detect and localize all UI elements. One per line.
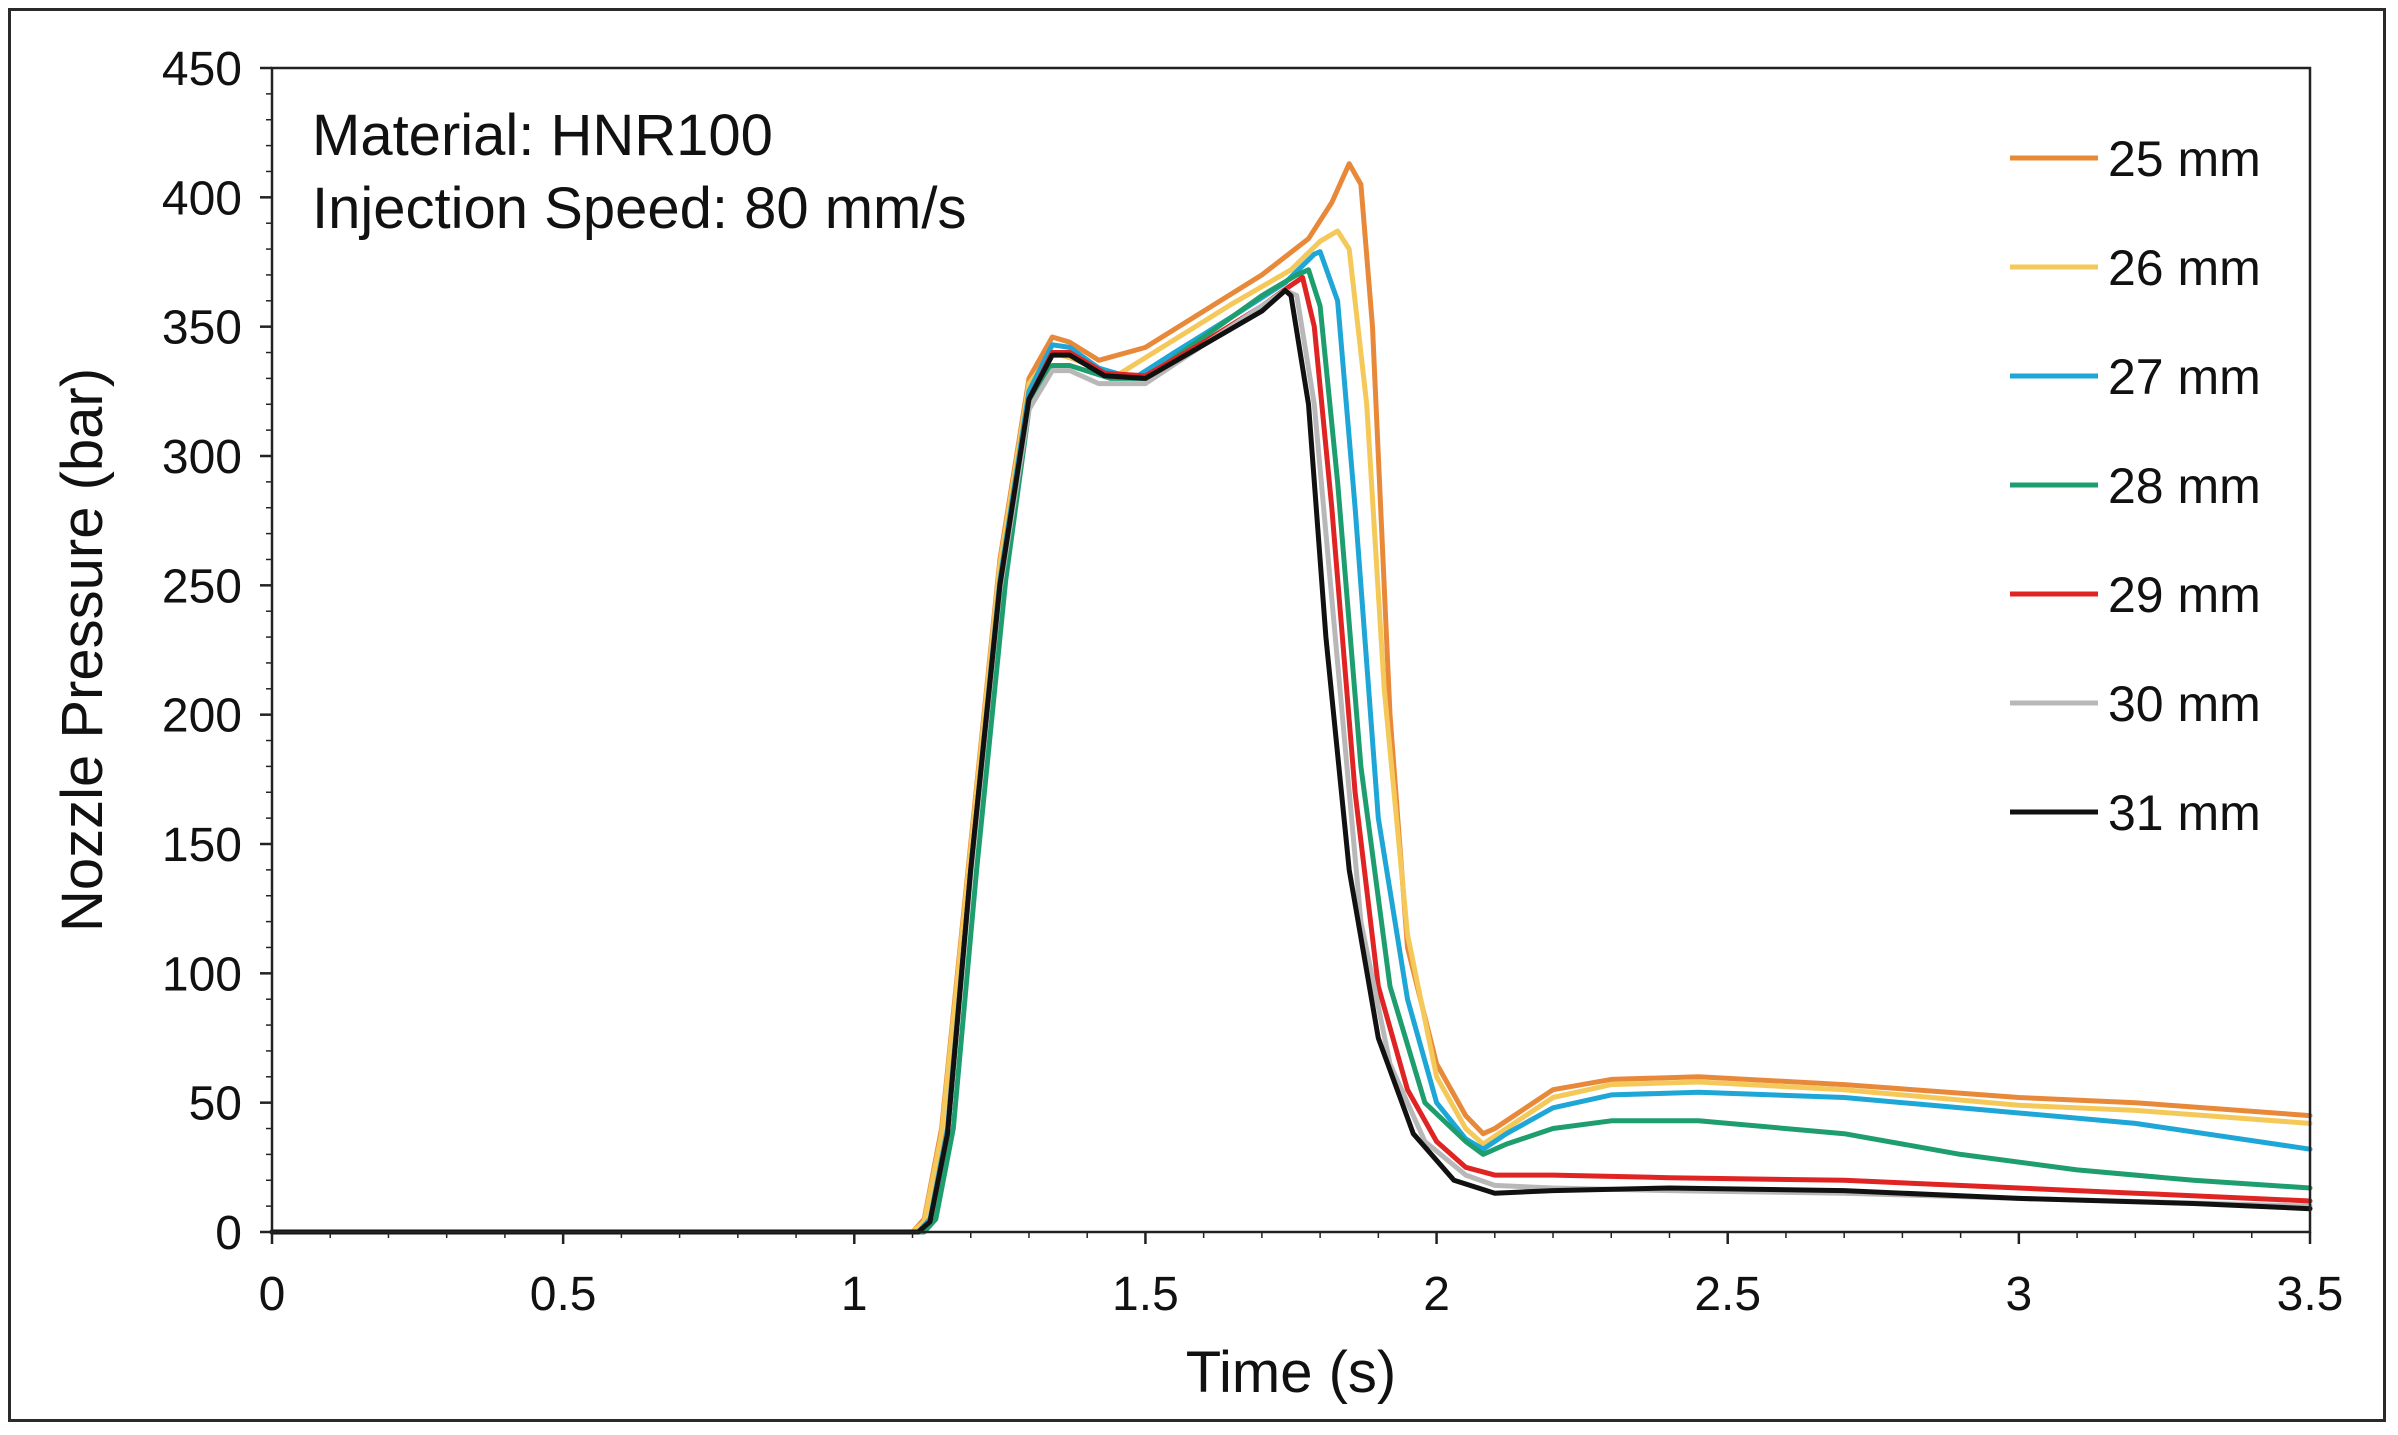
annotation-material: Material: HNR100: [312, 103, 773, 168]
legend-label-31-mm: 31 mm: [2108, 785, 2261, 841]
series-line-27-mm: [269, 249, 2313, 1235]
y-tick-label: 400: [162, 172, 242, 225]
legend-label-30-mm: 30 mm: [2108, 676, 2261, 732]
y-tick-label: 300: [162, 431, 242, 484]
x-tick-label: 0: [259, 1268, 286, 1321]
series-line-26-mm: [269, 228, 2313, 1235]
x-tick-label: 0.5: [530, 1268, 597, 1321]
series-layer: [269, 161, 2313, 1235]
legend: 25 mm 26 mm 27 mm 28 mm 29 mm 30 mm 31 mm: [2010, 131, 2261, 841]
x-tick-label: 3.5: [2277, 1268, 2344, 1321]
plot-area: [270, 66, 2312, 1234]
y-tick-label: 250: [162, 560, 242, 613]
x-tick-label: 2.5: [1694, 1268, 1761, 1321]
x-tick-label: 3: [2006, 1268, 2033, 1321]
x-tick-label: 2: [1423, 1268, 1450, 1321]
x-axis: 0 0.5 1 1.5 2 2.5 3 3.5: [259, 1232, 2344, 1321]
legend-label-25-mm: 25 mm: [2108, 131, 2261, 187]
y-axis-title: Nozzle Pressure (bar): [50, 368, 115, 932]
y-tick-label: 0: [215, 1207, 242, 1260]
series-line-31-mm: [269, 288, 2313, 1235]
y-tick-label: 200: [162, 690, 242, 743]
y-tick-label: 100: [162, 948, 242, 1001]
series-line-30-mm: [269, 288, 2313, 1235]
y-tick-label: 150: [162, 819, 242, 872]
y-tick-label: 350: [162, 302, 242, 355]
annotation-injection-speed: Injection Speed: 80 mm/s: [312, 176, 966, 241]
y-tick-label: 450: [162, 43, 242, 96]
series-line-28-mm: [269, 267, 2313, 1235]
series-line-29-mm: [269, 275, 2313, 1235]
annotations: Material: HNR100 Injection Speed: 80 mm/…: [312, 103, 966, 241]
series-line-25-mm: [269, 161, 2313, 1235]
y-tick-label: 50: [189, 1078, 242, 1131]
legend-label-27-mm: 27 mm: [2108, 349, 2261, 405]
x-axis-title: Time (s): [1186, 1340, 1396, 1405]
legend-label-29-mm: 29 mm: [2108, 567, 2261, 623]
legend-label-28-mm: 28 mm: [2108, 458, 2261, 514]
y-axis: 0 50 100 150 200 250 300 350 400 450: [162, 43, 272, 1260]
x-tick-label: 1: [841, 1268, 868, 1321]
x-tick-label: 1.5: [1112, 1268, 1179, 1321]
legend-label-26-mm: 26 mm: [2108, 240, 2261, 296]
